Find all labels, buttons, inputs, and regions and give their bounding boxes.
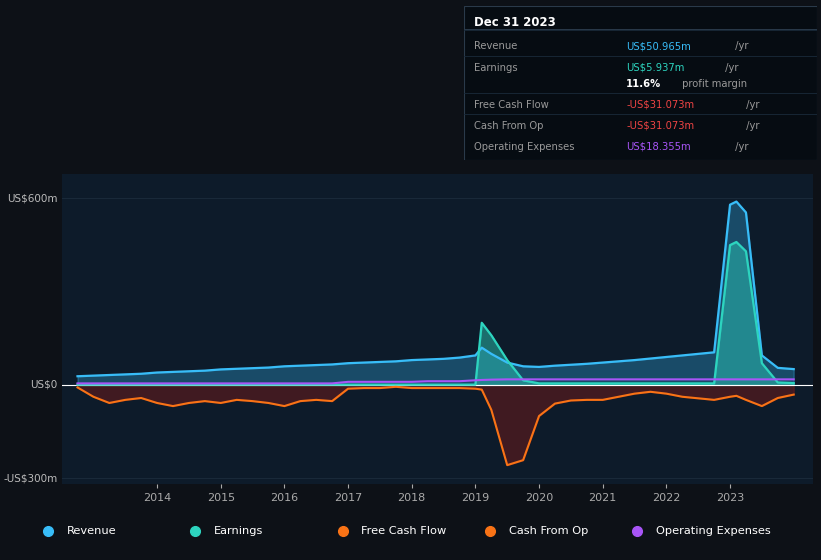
- Text: US$5.937m: US$5.937m: [626, 63, 685, 73]
- Text: Operating Expenses: Operating Expenses: [656, 526, 771, 536]
- Text: Cash From Op: Cash From Op: [509, 526, 588, 536]
- Text: Revenue: Revenue: [475, 41, 518, 52]
- Text: Operating Expenses: Operating Expenses: [475, 142, 575, 152]
- Text: 11.6%: 11.6%: [626, 79, 662, 89]
- Text: -US$31.073m: -US$31.073m: [626, 121, 695, 130]
- Text: Earnings: Earnings: [475, 63, 518, 73]
- Text: profit margin: profit margin: [679, 79, 747, 89]
- Text: US$0: US$0: [30, 380, 57, 390]
- Text: /yr: /yr: [722, 63, 738, 73]
- Text: Earnings: Earnings: [214, 526, 264, 536]
- Text: /yr: /yr: [743, 100, 759, 110]
- Text: /yr: /yr: [732, 41, 749, 52]
- Text: Cash From Op: Cash From Op: [475, 121, 544, 130]
- Text: Free Cash Flow: Free Cash Flow: [475, 100, 549, 110]
- Text: Dec 31 2023: Dec 31 2023: [475, 16, 556, 29]
- Text: /yr: /yr: [743, 121, 759, 130]
- FancyBboxPatch shape: [464, 6, 817, 160]
- Text: Free Cash Flow: Free Cash Flow: [361, 526, 447, 536]
- Text: Revenue: Revenue: [67, 526, 117, 536]
- Text: US$600m: US$600m: [7, 193, 57, 203]
- Text: -US$300m: -US$300m: [3, 473, 57, 483]
- Text: /yr: /yr: [732, 142, 749, 152]
- Text: -US$31.073m: -US$31.073m: [626, 100, 695, 110]
- Text: US$18.355m: US$18.355m: [626, 142, 691, 152]
- Text: US$50.965m: US$50.965m: [626, 41, 691, 52]
